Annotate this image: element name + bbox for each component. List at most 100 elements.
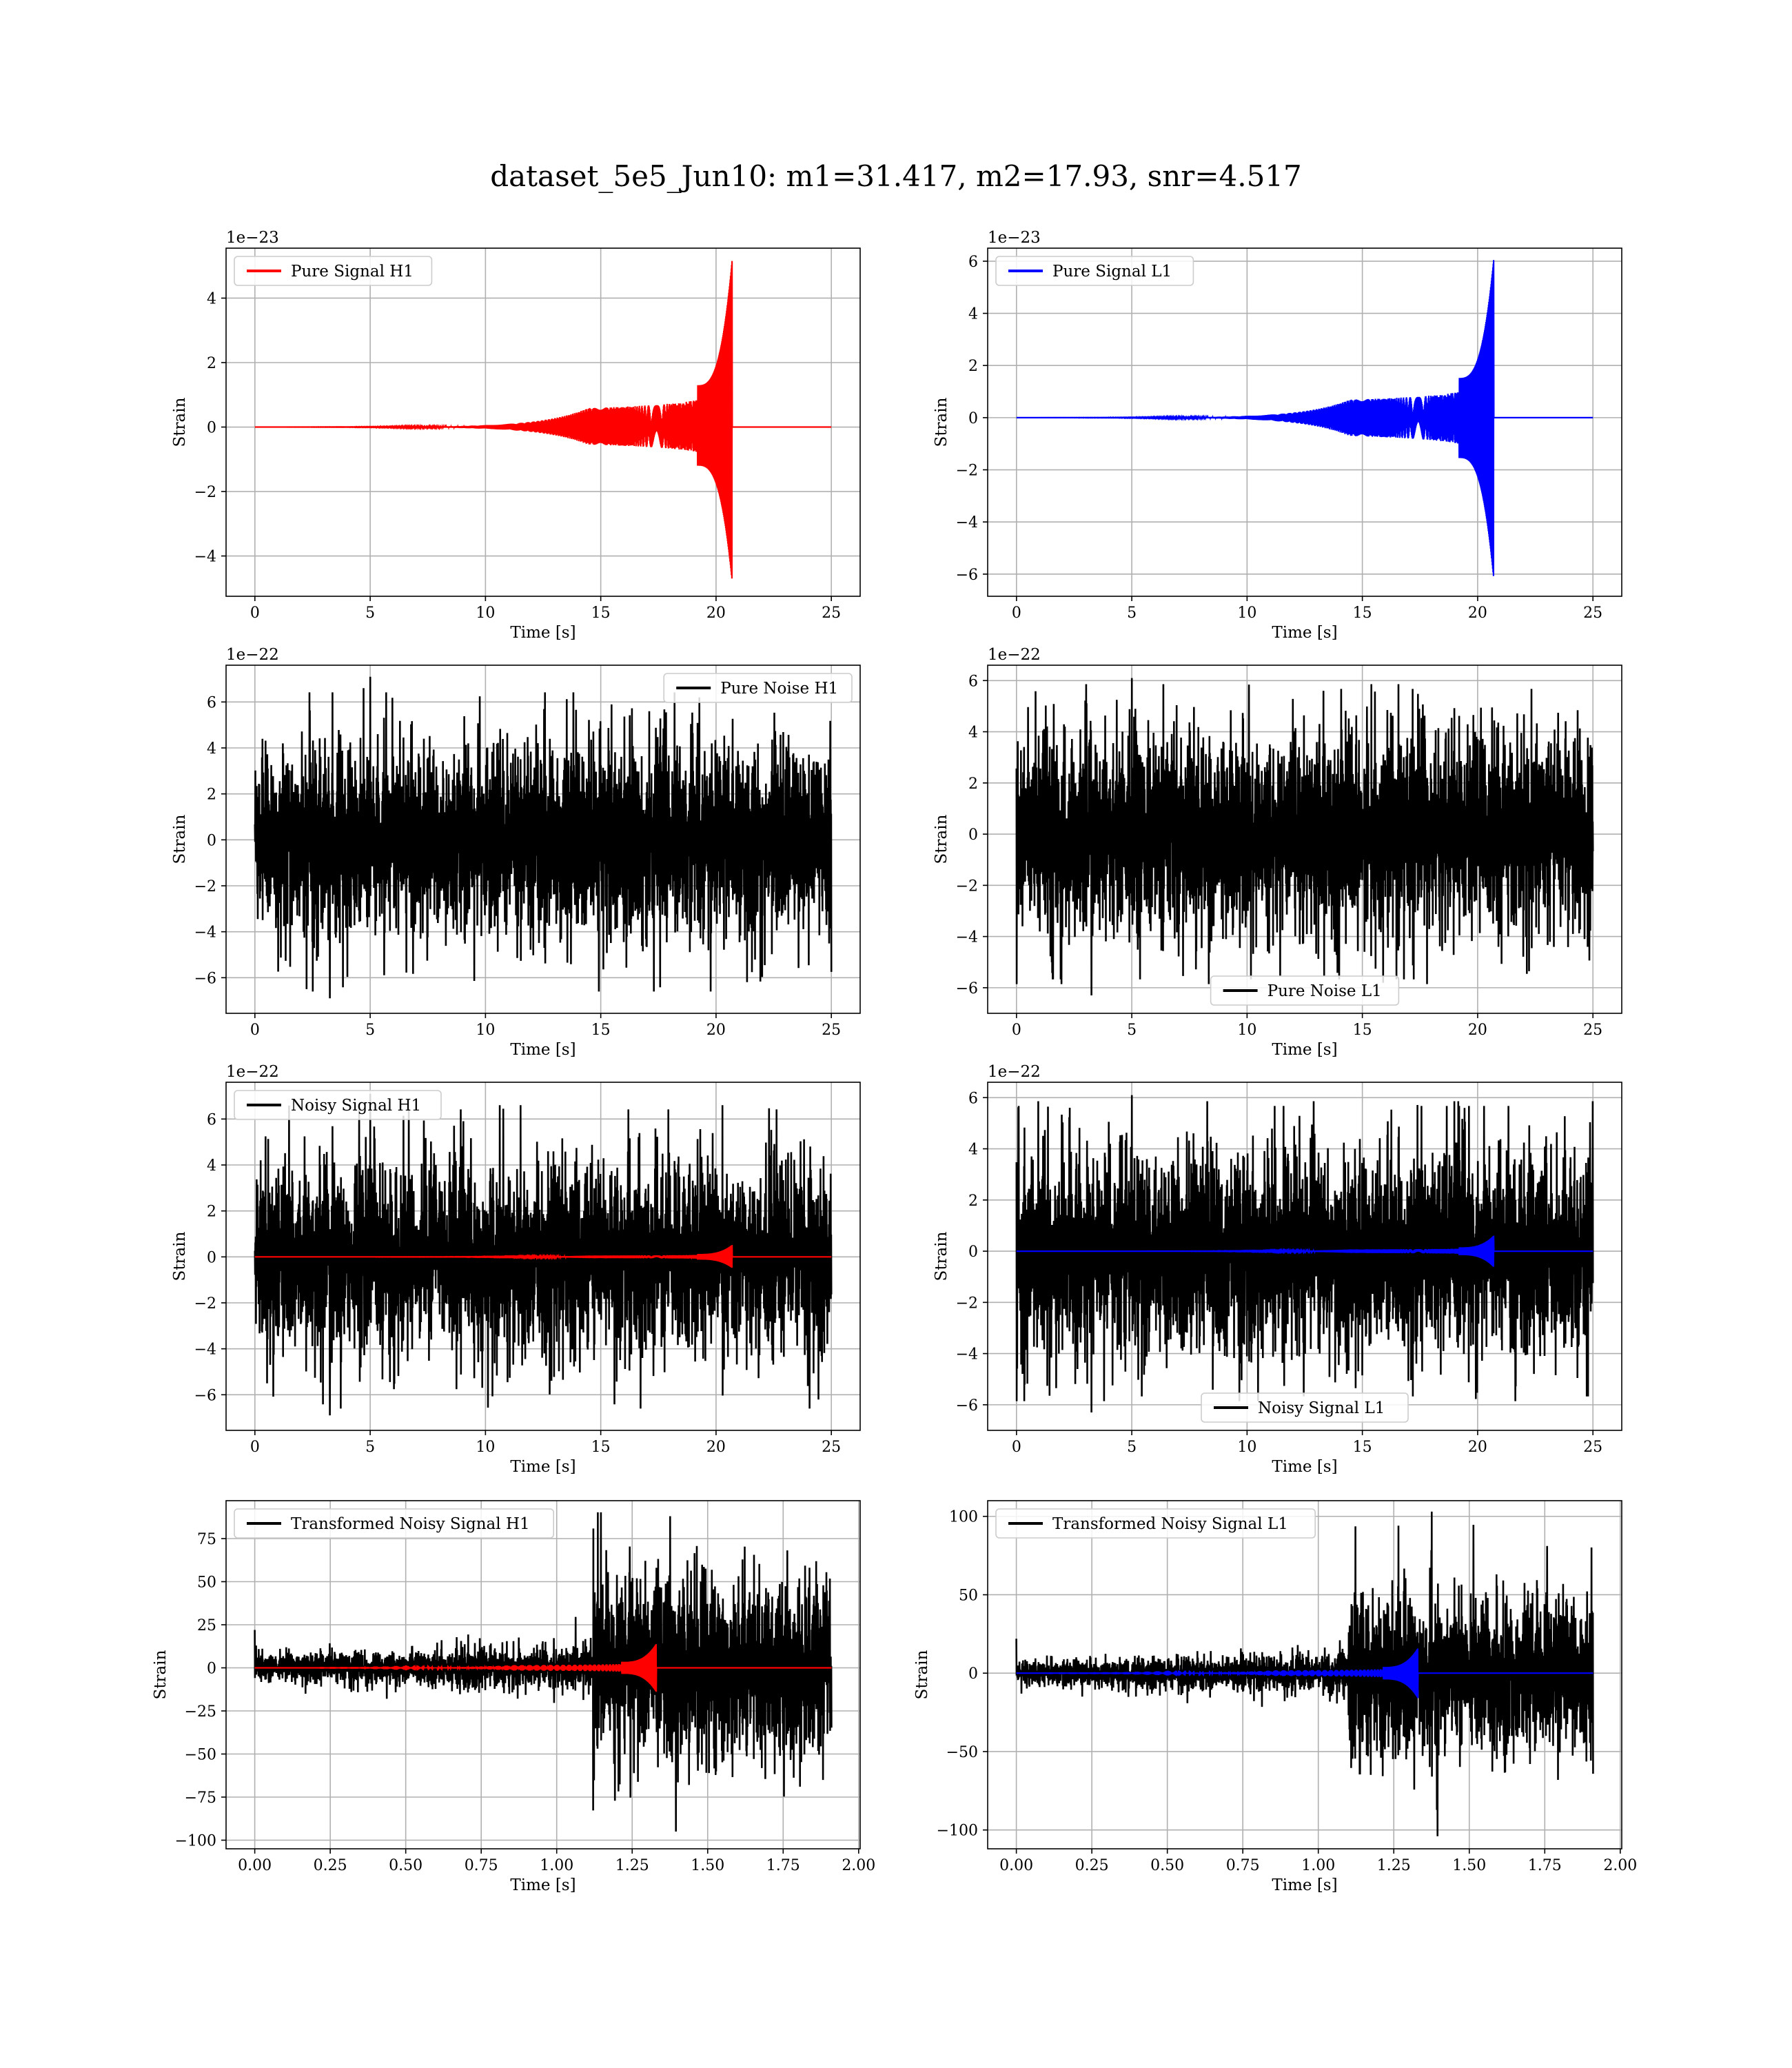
y-tick-label: −6 [956,567,978,584]
axes-frame [987,1082,1622,1431]
x-tick-label: 1.75 [766,1857,800,1874]
subplot-4: 0 5 10 15 20 25 −6 −4 −2 0 2 4 6 Time [s] Strain 1e−22 P… [933,646,1622,1059]
y-tick-label: −2 [194,1295,216,1312]
y-tick-label: 6 [968,254,978,271]
x-axis-label: Time [s] [510,1041,576,1059]
series-line [1016,260,1594,576]
y-offset-label: 1e−22 [988,1063,1041,1081]
x-tick-label: 0.00 [238,1857,272,1874]
x-tick-label: 1.00 [540,1857,573,1874]
y-tick-label: 100 [949,1509,978,1526]
x-tick-label: 0 [250,1022,260,1039]
legend: Transformed Noisy Signal L1 [995,1508,1316,1539]
y-axis-label: Strain [913,1650,931,1699]
legend-label: Transformed Noisy Signal L1 [1052,1515,1288,1533]
y-tick-label: 0 [207,1661,216,1678]
x-tick-label: 10 [476,1439,495,1456]
y-axis-label: Strain [933,1231,950,1281]
y-tick-label: −6 [956,980,978,997]
x-tick-label: 10 [476,1022,495,1039]
y-tick-label: 0 [207,832,216,849]
y-tick-label: 0 [968,1244,978,1261]
x-tick-label: 0 [250,605,260,622]
x-tick-label: 25 [822,605,841,622]
y-tick-label: 25 [197,1617,216,1634]
y-tick-label: −4 [956,514,978,531]
y-axis-label: Strain [171,1231,189,1281]
y-tick-label: 6 [207,694,216,711]
y-tick-label: 4 [968,306,978,323]
y-tick-label: −4 [194,549,216,566]
series-line [254,1644,832,1692]
legend-label: Pure Noise H1 [720,680,838,698]
series-group [1015,678,1594,996]
y-tick-label: −4 [194,1341,216,1359]
series-group [254,1093,833,1416]
legend-label: Pure Signal H1 [291,263,414,281]
y-tick-label: −4 [194,924,216,942]
x-tick-label: 10 [1237,1439,1256,1456]
axes-frame [225,247,861,597]
y-tick-label: 0 [207,1249,216,1266]
y-tick-label: 2 [968,1193,978,1210]
y-tick-label: −50 [185,1747,216,1764]
legend-label: Pure Noise L1 [1267,982,1382,1000]
series-line [1016,1648,1594,1699]
x-axis-label: Time [s] [510,1458,576,1476]
legend-box [995,256,1194,286]
y-offset-label: 1e−22 [226,1063,279,1081]
y-tick-label: 2 [207,787,216,804]
y-axis-label: Strain [933,814,950,864]
y-tick-label: 4 [207,1157,216,1175]
subplot-2: 0 5 10 15 20 25 −6 −4 −2 0 2 4 6 Time [s] Strain 1e−23 P… [933,229,1622,642]
axes-frame [987,1500,1622,1849]
x-tick-label: 0.00 [999,1857,1033,1874]
y-offset-label: 1e−23 [226,229,279,247]
y-tick-label: −4 [956,1346,978,1364]
y-tick-label: 0 [207,420,216,437]
x-tick-label: 0 [250,1439,260,1456]
legend: Noisy Signal L1 [1201,1392,1409,1423]
legend-label: Noisy Signal L1 [1258,1399,1385,1417]
y-tick-label: 50 [959,1587,978,1604]
series-group [1015,1095,1594,1413]
x-tick-label: 5 [1127,1022,1137,1039]
series-line [254,1245,832,1268]
y-axis-label: Strain [171,397,189,447]
x-tick-label: 15 [1353,605,1372,622]
series-line [1016,1235,1594,1267]
series-group [254,261,832,579]
y-tick-label: 4 [207,740,216,758]
x-tick-label: 2.00 [842,1857,875,1874]
x-tick-label: 25 [822,1022,841,1039]
series-line [254,676,833,999]
x-tick-label: 1.25 [615,1857,649,1874]
y-offset-label: 1e−22 [226,646,279,664]
y-axis-label: Strain [171,814,189,864]
x-tick-label: 15 [1353,1439,1372,1456]
subplot-8: 0.00 0.25 0.50 0.75 1.00 1.25 1.50 1.75 2.00 −100… [913,1500,1637,1894]
series-line [254,261,832,579]
x-tick-label: 20 [706,1439,726,1456]
series-group [254,676,833,999]
x-tick-label: 20 [1468,1439,1487,1456]
y-tick-label: 2 [968,358,978,375]
legend-box [1210,975,1400,1006]
x-tick-label: 20 [706,605,726,622]
y-tick-label: −2 [956,878,978,895]
x-tick-label: 15 [591,1439,611,1456]
y-tick-label: 4 [207,290,216,307]
y-tick-label: 75 [197,1531,216,1548]
y-tick-label: −6 [194,970,216,987]
axes-frame [987,247,1622,597]
x-tick-label: 0 [1012,1022,1021,1039]
x-tick-label: 15 [591,605,611,622]
x-tick-label: 0.75 [465,1857,498,1874]
x-axis-label: Time [s] [1272,1041,1337,1059]
legend-box [995,1508,1316,1539]
series-group [1015,1511,1594,1836]
x-axis-label: Time [s] [1272,1458,1337,1476]
figure-title: dataset_5e5_Jun10: m1=31.417, m2=17.93, … [490,159,1302,193]
y-tick-label: 0 [968,1665,978,1683]
y-tick-label: −50 [946,1744,978,1761]
